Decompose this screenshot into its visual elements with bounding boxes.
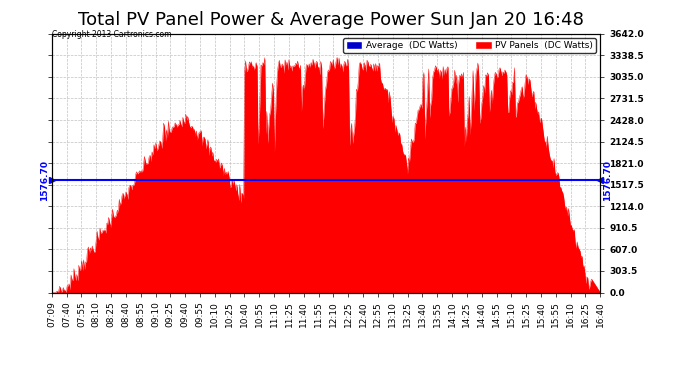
Text: Copyright 2013 Cartronics.com: Copyright 2013 Cartronics.com (52, 30, 171, 39)
Text: 1576.70: 1576.70 (603, 160, 612, 201)
Text: 1576.70: 1576.70 (40, 160, 49, 201)
Legend: Average  (DC Watts), PV Panels  (DC Watts): Average (DC Watts), PV Panels (DC Watts) (343, 38, 595, 53)
Text: Total PV Panel Power & Average Power Sun Jan 20 16:48: Total PV Panel Power & Average Power Sun… (78, 11, 584, 29)
